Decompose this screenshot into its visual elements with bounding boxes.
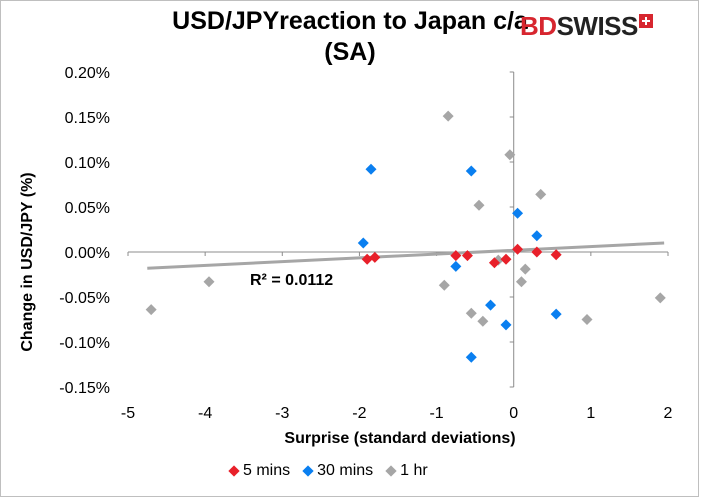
point-1-hr: [654, 292, 666, 304]
legend-item-1-hr: 1 hr: [385, 462, 428, 480]
r-squared-label: R² = 0.0112: [250, 272, 334, 289]
point-1-hr: [203, 276, 215, 288]
axes: 0.20% 0.15% 0.10% 0.05% 0.00% -0.05% -0.10% -0.…: [59, 65, 672, 422]
legend-label-30-mins: 30 mins: [317, 462, 374, 479]
x-tick-label: 0: [509, 405, 518, 422]
x-tick-label: -4: [198, 405, 212, 422]
y-tick-label: -0.10%: [59, 335, 110, 352]
y-tick-label: 0.20%: [65, 65, 110, 82]
x-tick-label: -5: [121, 405, 135, 422]
x-tick-label: 2: [664, 405, 673, 422]
x-tick-label: 1: [586, 405, 595, 422]
legend-item-5-mins: 5 mins: [228, 462, 291, 480]
point-1-hr: [442, 110, 454, 122]
legend-item-30-mins: 30 mins: [302, 462, 374, 480]
point-1-hr: [438, 279, 450, 291]
y-tick-label: 0.00%: [65, 245, 110, 262]
point-5-mins: [500, 253, 512, 265]
point-1-hr: [504, 149, 516, 161]
point-5-mins: [550, 249, 562, 261]
point-5-mins: [512, 243, 524, 255]
y-tick-label: -0.05%: [59, 290, 110, 307]
legend-label-1-hr: 1 hr: [400, 462, 428, 479]
x-tick-label: -1: [429, 405, 443, 422]
swiss-cross-icon: [638, 14, 653, 28]
point-30-mins: [485, 299, 497, 311]
y-tick-label: 0.15%: [65, 110, 110, 127]
point-1-hr: [465, 307, 477, 319]
point-1-hr: [473, 199, 485, 211]
point-1-hr: [515, 276, 527, 288]
point-30-mins: [450, 260, 462, 272]
legend-label-5-mins: 5 mins: [243, 462, 291, 479]
trendline-layer: [147, 241, 665, 270]
point-1-hr: [477, 315, 489, 327]
x-tick-label: -2: [352, 405, 366, 422]
legend-marker-30-mins: [302, 465, 314, 477]
x-tick-label: -3: [275, 405, 289, 422]
points-layer: [145, 110, 666, 363]
trendline: [147, 241, 665, 270]
legend-marker-5-mins: [228, 465, 240, 477]
point-30-mins: [512, 207, 524, 219]
point-5-mins: [450, 250, 462, 262]
point-5-mins: [361, 253, 373, 265]
point-1-hr: [535, 188, 547, 200]
x-axis-label: Surprise (standard deviations): [284, 430, 516, 447]
point-30-mins: [365, 163, 377, 175]
point-30-mins: [465, 165, 477, 177]
point-5-mins: [461, 250, 473, 262]
brand-logo: BD SWISS: [520, 12, 653, 40]
point-30-mins: [465, 351, 477, 363]
y-axis-label: Change in USD/JPY (%): [19, 172, 36, 352]
legend-marker-1-hr: [385, 465, 397, 477]
y-tick-label: -0.15%: [59, 380, 110, 397]
y-tick-label: 0.05%: [65, 200, 110, 217]
point-1-hr: [581, 314, 593, 325]
legend: 5 mins 30 mins 1 hr: [228, 462, 428, 480]
logo-text-bd: BD: [520, 11, 557, 41]
point-1-hr: [145, 304, 157, 316]
point-5-mins: [531, 246, 543, 258]
point-1-hr: [519, 263, 531, 275]
chart-title: USD/JPYreaction to Japan c/a (SA): [172, 7, 528, 66]
point-30-mins: [500, 319, 512, 331]
point-30-mins: [550, 308, 562, 320]
y-tick-label: 0.10%: [65, 155, 110, 172]
point-30-mins: [531, 230, 543, 242]
point-5-mins: [488, 257, 500, 269]
logo-text-swiss: SWISS: [556, 11, 639, 41]
point-30-mins: [357, 237, 369, 249]
point-5-mins: [369, 251, 381, 263]
